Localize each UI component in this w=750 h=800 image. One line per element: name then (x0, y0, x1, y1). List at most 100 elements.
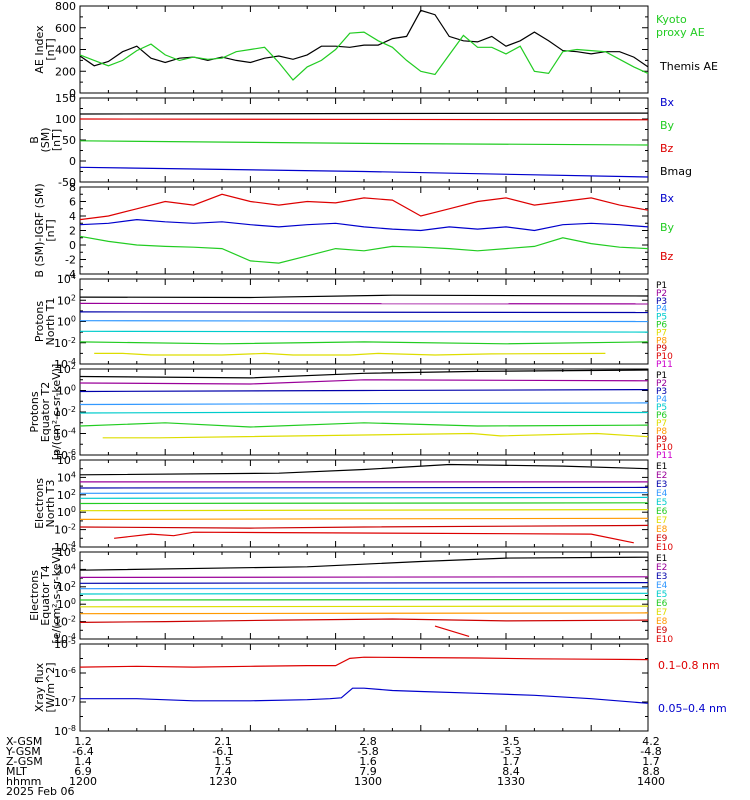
legend-entry: E6 (656, 599, 668, 609)
y-tick-label: 104 (57, 272, 76, 286)
panel-frame (79, 97, 649, 183)
series-line-e6 (79, 502, 649, 505)
series-line-p1 (79, 294, 649, 299)
legend-entry: P4 (656, 395, 667, 405)
series-line-e6 (79, 598, 649, 601)
footer-row-label: X-GSM (6, 735, 42, 748)
footer-row-label: 2025 Feb 06 (6, 785, 74, 798)
legend-entry: E2 (656, 471, 667, 481)
y-axis-label: AE Index[nT] (33, 25, 57, 74)
series-line-e10 (114, 531, 634, 544)
footer-value-z-gsm: 1.5 (214, 755, 232, 768)
legend-entry: P11 (656, 451, 673, 461)
legend-entry: P8 (656, 336, 667, 346)
legend-entry: P2 (656, 379, 667, 389)
y-tick-label: 10-2 (54, 523, 76, 537)
series-line-e8 (79, 517, 649, 521)
footer-value-y-gsm: -6.4 (72, 745, 93, 758)
footer-value-x-gsm: 1.2 (74, 735, 92, 748)
legend-entry: P9 (656, 435, 667, 445)
legend-entry: P6 (656, 321, 667, 331)
footer-value-y-gsm: -6.1 (212, 745, 233, 758)
y-tick-label: 0 (69, 87, 76, 100)
footer-value-z-gsm: 1.6 (359, 755, 377, 768)
y-tick-label: 102 (57, 362, 76, 376)
y-axis-label: Xray flux[W/m^2] (33, 662, 57, 712)
legend-entry: E7 (656, 608, 667, 618)
y-tick-label: 50 (62, 134, 76, 147)
series-line-e3 (79, 486, 649, 489)
footer-value-hhmm: 1300 (354, 775, 382, 788)
legend-entry: E8 (656, 525, 668, 535)
legend-entry: E10 (656, 543, 673, 553)
y-tick-label: 10-2 (54, 615, 76, 629)
series-line-e5 (79, 496, 649, 499)
legend-entry: Themis AE (659, 60, 718, 73)
series-line-p5 (79, 330, 649, 333)
y-tick-label: -50 (58, 176, 76, 189)
y-tick-label: 10-7 (54, 695, 76, 709)
panel-frame (79, 551, 649, 640)
legend-entry: By (660, 119, 675, 132)
y-axis-label-line: B (28, 136, 41, 144)
series-line-bz (79, 118, 649, 121)
series-line-by (79, 140, 649, 146)
series-line-bx (79, 166, 649, 178)
series-line-p5 (79, 411, 649, 414)
series-line-p6 (79, 341, 649, 345)
legend-entry: By (660, 221, 675, 234)
y-tick-label: -4 (65, 268, 76, 281)
y-tick-label: 150 (55, 92, 76, 105)
legend-entry: E8 (656, 617, 668, 627)
y-axis-label-line: North T1 (44, 298, 57, 346)
series-line-themis-ae (79, 9, 649, 68)
footer-value-x-gsm: 3.5 (502, 735, 520, 748)
legend-entry: P3 (656, 387, 667, 397)
y-tick-label: 102 (57, 488, 76, 502)
series-line-e1 (79, 556, 649, 571)
legend-entry: P7 (656, 328, 667, 338)
series-line-e5 (79, 592, 649, 595)
y-tick-label: 102 (57, 580, 76, 594)
footer-value-y-gsm: -5.8 (357, 745, 378, 758)
y-tick-label: 100 (57, 597, 76, 611)
legend-entry: E9 (656, 626, 668, 636)
legend-entry: E9 (656, 534, 668, 544)
y-tick-label: 100 (57, 505, 76, 519)
y-tick-label: 6 (69, 196, 76, 209)
footer-value-x-gsm: 2.1 (214, 735, 232, 748)
y-axis-label-line: Protons (28, 391, 41, 432)
y-axis-label: ElectronsNorth T3 (33, 478, 57, 529)
series-line-bx (79, 218, 649, 232)
legend: Bx By Bz Bmag (660, 96, 692, 178)
y-axis-label-line: B (SM)-IGRF (SM) (33, 183, 46, 277)
legend-entry: E1 (656, 554, 667, 564)
footer-value-mlt: 7.9 (359, 765, 377, 778)
series-line-p4 (79, 320, 649, 323)
footer-row-label: hhmm (6, 775, 41, 788)
series-line-bmag (79, 112, 649, 115)
series-line-by (79, 235, 649, 264)
y-tick-label: 10-4 (54, 632, 76, 646)
series-line-e1 (79, 463, 649, 476)
legend: Bx By Bz (660, 192, 675, 263)
legend-entry: Bz (660, 250, 674, 263)
panel-2: -50 0 50 100 150 B(SM)[nT] Bx By Bz Bmag (28, 92, 692, 189)
y-tick-label: 100 (55, 113, 76, 126)
y-tick-label: 100 (57, 384, 76, 398)
legend-entry: P3 (656, 297, 667, 307)
y-axis-label-line: Electrons (28, 570, 41, 621)
y-axis-label: B(SM)[nT] (28, 127, 63, 152)
series-line-e7 (79, 509, 649, 512)
legend-entry: P4 (656, 305, 667, 315)
footer-value-mlt: 7.4 (214, 765, 232, 778)
